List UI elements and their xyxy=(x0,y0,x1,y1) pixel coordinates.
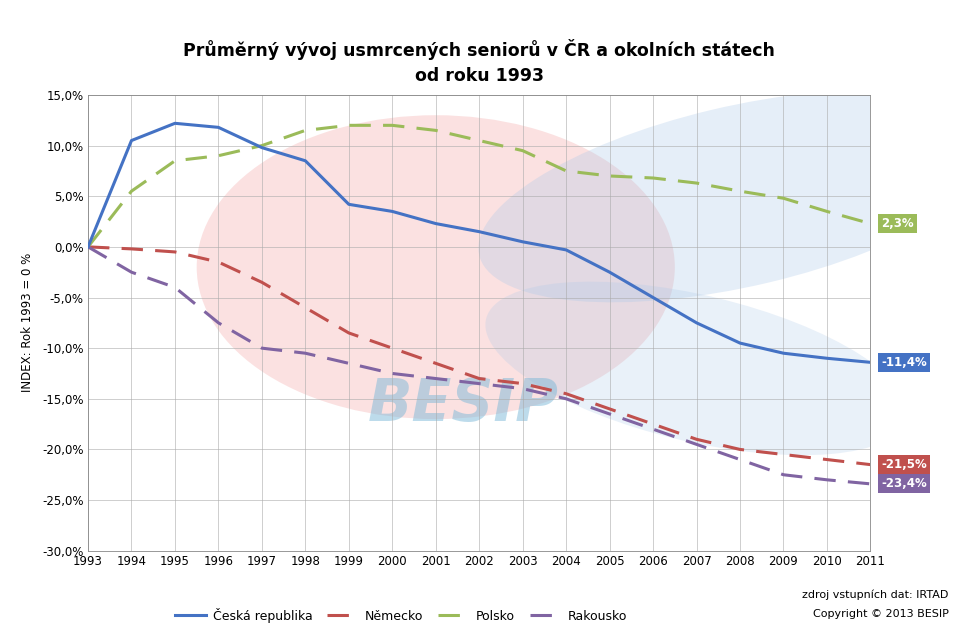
Ellipse shape xyxy=(478,90,977,303)
Ellipse shape xyxy=(196,115,674,419)
Y-axis label: INDEX: Rok 1993 = 0 %: INDEX: Rok 1993 = 0 % xyxy=(21,253,34,392)
Text: Copyright © 2013 BESIP: Copyright © 2013 BESIP xyxy=(812,609,948,619)
Text: -23,4%: -23,4% xyxy=(880,477,926,491)
Text: BESIP: BESIP xyxy=(367,377,559,434)
Ellipse shape xyxy=(485,282,907,455)
Text: -11,4%: -11,4% xyxy=(880,356,926,369)
Text: 2,3%: 2,3% xyxy=(880,217,913,230)
Text: zdroj vstupních dat: IRTAD: zdroj vstupních dat: IRTAD xyxy=(801,590,948,600)
Title: Průměrný vývoj usmrcených seniorů v ČR a okolních státech
od roku 1993: Průměrný vývoj usmrcených seniorů v ČR a… xyxy=(183,39,775,85)
Legend: Česká republika, Německo, Polsko, Rakousko: Česká republika, Německo, Polsko, Rakous… xyxy=(170,603,631,627)
Text: -21,5%: -21,5% xyxy=(880,458,926,471)
